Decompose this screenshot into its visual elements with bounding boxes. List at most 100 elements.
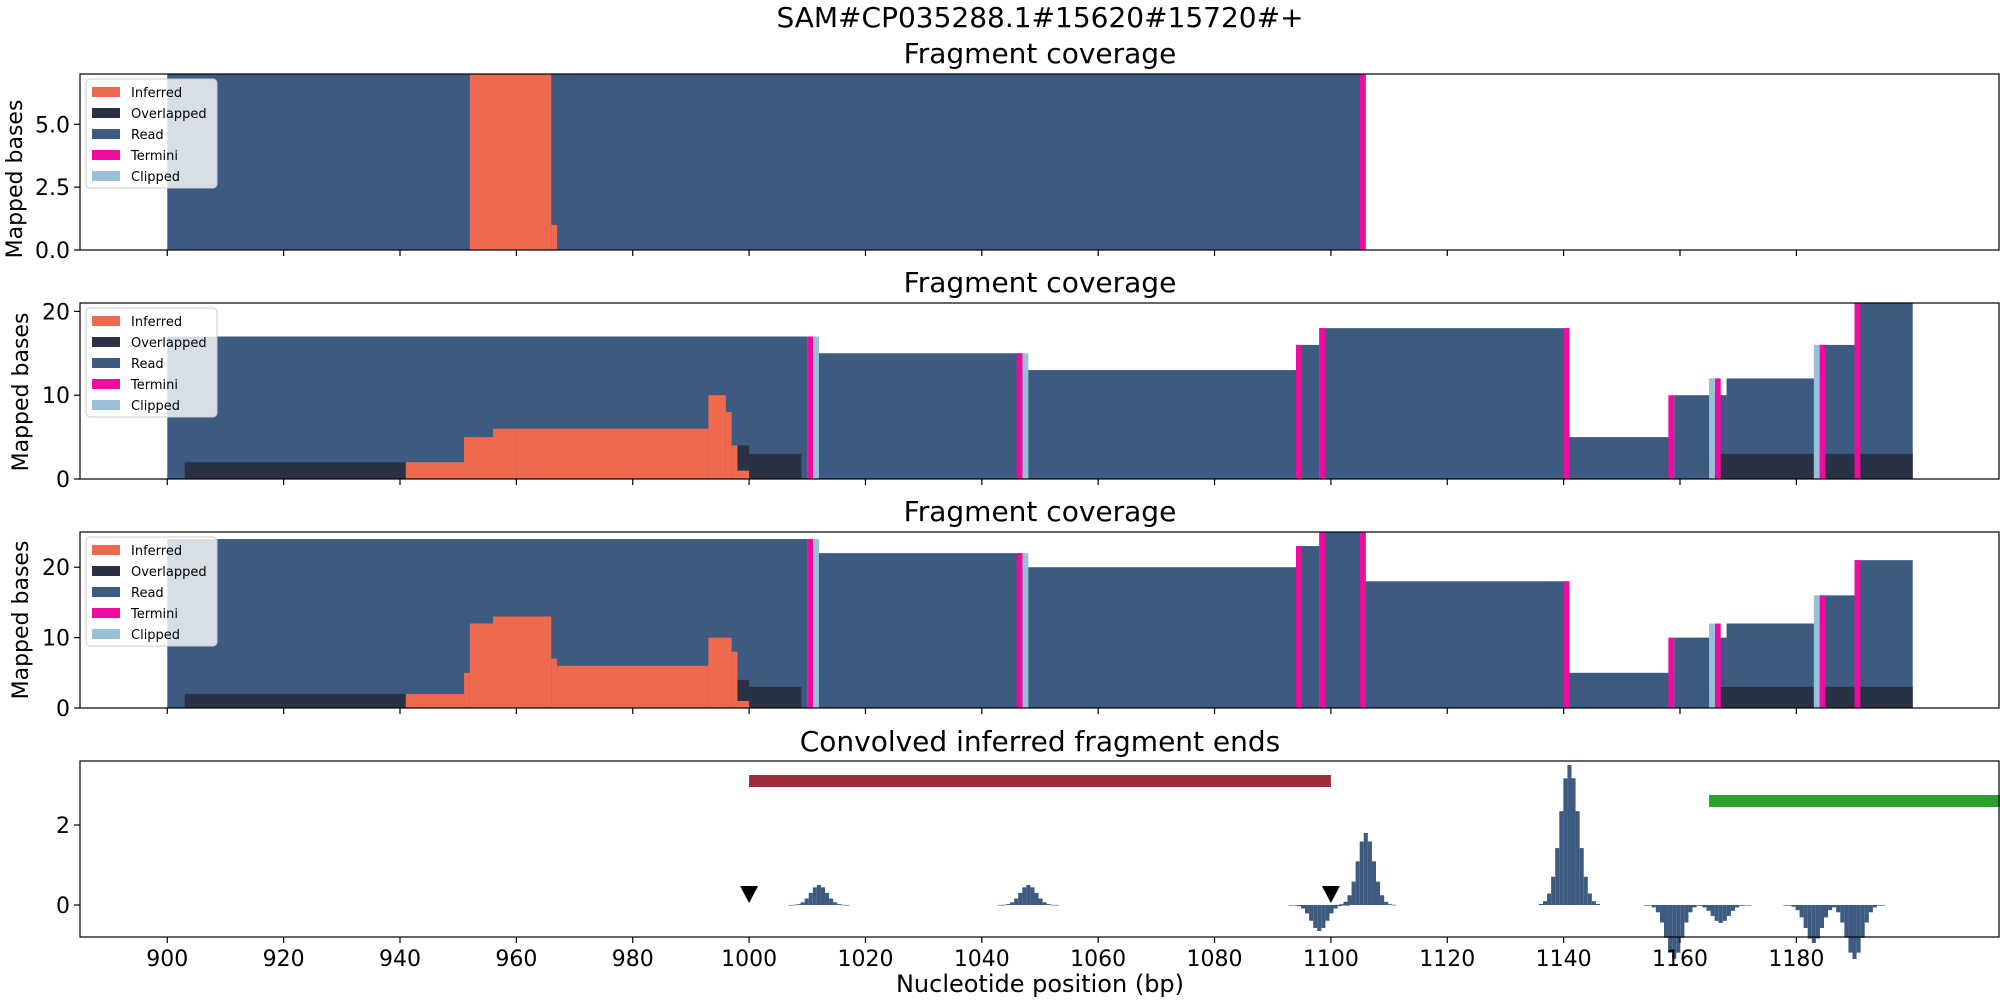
termini-step-7: [1668, 637, 1675, 708]
peak-1-bin: [792, 904, 797, 906]
clipped-step-3: [1709, 623, 1715, 708]
peak-3-bin: [1309, 905, 1314, 921]
termini-step-6: [1563, 581, 1570, 708]
read-step-8: [1569, 672, 1675, 708]
inferred-step-1: [405, 462, 464, 479]
panel-1-plot: Inferred Overlapped Read Termini Clipped 0.0 2…: [35, 73, 2000, 264]
peak-5-bin: [1555, 848, 1560, 905]
peak-7-bin: [1747, 905, 1752, 906]
peak-1-bin: [816, 885, 821, 905]
peak-1-bin: [837, 904, 842, 905]
peak-5-bin: [1563, 778, 1568, 905]
peak-6-bin: [1684, 905, 1689, 923]
legend-swatch-read: [92, 587, 120, 597]
peak-9-bin: [1844, 905, 1849, 938]
termini-step-6: [1668, 395, 1675, 479]
read-step-11: [1854, 303, 1913, 479]
peak-3-bin: [1292, 905, 1297, 906]
peak-1-bin: [829, 898, 834, 905]
peak-3-bin: [1288, 905, 1293, 906]
read-step-7: [1569, 437, 1675, 479]
peak-7-bin: [1718, 905, 1723, 923]
range-bar-1: [749, 775, 1331, 787]
inferred-step-1: [405, 693, 464, 708]
termini-step-5: [1360, 532, 1366, 708]
peak-4-bin: [1343, 901, 1348, 905]
x-tick-label: 1180: [1768, 947, 1824, 972]
peak-3-bin: [1345, 905, 1350, 906]
panel-2-ylabel: Mapped bases: [9, 313, 34, 472]
peak-3-bin: [1313, 905, 1318, 928]
peak-1-bin: [800, 902, 805, 905]
peak-4-bin: [1339, 904, 1344, 905]
peak-1-bin: [841, 904, 846, 906]
axes-frame: [79, 73, 2000, 251]
peak-1-bin: [812, 887, 817, 905]
peak-2-bin: [1054, 904, 1059, 906]
peak-5-bin: [1587, 893, 1592, 905]
x-tick-label: 1100: [1303, 947, 1359, 972]
peak-2-bin: [1022, 887, 1027, 905]
peak-9-bin: [1864, 905, 1869, 923]
peak-8-bin: [1787, 905, 1792, 906]
panel-4-title: Convolved inferred fragment ends: [800, 725, 1281, 758]
peak-4-bin: [1376, 881, 1381, 905]
peak-6-bin: [1659, 905, 1664, 923]
peak-7-bin: [1690, 905, 1695, 906]
peak-9-bin: [1868, 905, 1873, 913]
peak-9-bin: [1848, 905, 1853, 953]
peak-4-bin: [1347, 895, 1352, 905]
peak-1-bin: [820, 887, 826, 905]
legend-frame: [85, 536, 218, 647]
termini-step-1: [1360, 74, 1366, 250]
peak-6-bin: [1672, 905, 1677, 959]
legend-label-clipped: Clipped: [131, 399, 180, 414]
peak-3-bin: [1296, 905, 1301, 907]
x-tick-label: 960: [495, 947, 537, 972]
overlapped-step-4: [1709, 453, 1913, 479]
peak-4-bin: [1363, 833, 1368, 905]
peak-9-bin: [1856, 905, 1861, 953]
legend-swatch-inferred: [92, 545, 120, 555]
peak-7-bin: [1726, 905, 1731, 916]
legend-label-read: Read: [131, 357, 164, 372]
y-tick-label: 10: [42, 384, 70, 409]
overlapped-step-1: [184, 462, 406, 479]
read-step-6: [1319, 532, 1360, 708]
inferred-step-6: [725, 411, 732, 479]
peak-2-bin: [1046, 904, 1051, 905]
panel-3-ylabel: Mapped bases: [9, 541, 34, 700]
legend-label-read: Read: [131, 586, 164, 601]
inferred-step-9: [737, 700, 750, 708]
x-tick-label: 1020: [837, 947, 893, 972]
termini-step-4: [1319, 532, 1326, 708]
termini-step-3: [1296, 344, 1302, 479]
inferred-step-7: [708, 637, 732, 708]
peak-9-bin: [1828, 905, 1833, 906]
peak-2-bin: [1010, 902, 1015, 905]
legend-label-overlapped: Overlapped: [131, 107, 207, 122]
x-tick-label: 1000: [721, 947, 777, 972]
y-tick-label: 10: [42, 627, 70, 652]
inferred-step-2: [551, 224, 558, 250]
marker-triangle-1: [740, 886, 759, 903]
axes-frame: [79, 531, 2000, 709]
peak-9-bin: [1852, 905, 1857, 959]
peak-6-bin: [1651, 905, 1656, 908]
peak-5-bin: [1551, 876, 1556, 905]
peak-5-bin: [1583, 876, 1588, 905]
legend: Inferred Overlapped Read Termini Clipped: [85, 307, 218, 418]
legend-swatch-termini: [92, 150, 120, 160]
peak-9-bin: [1860, 905, 1865, 938]
peak-2-bin: [1050, 904, 1055, 906]
y-tick-label: 2: [56, 814, 70, 839]
termini-step-1: [807, 336, 814, 479]
peak-6-bin: [1688, 905, 1693, 913]
peak-5-bin: [1575, 811, 1580, 905]
read-step-1: [167, 74, 1361, 250]
termini-step-10: [1854, 560, 1861, 708]
peak-1-bin: [788, 904, 793, 906]
peak-4-bin: [1392, 904, 1397, 906]
peak-1-bin: [796, 904, 801, 905]
